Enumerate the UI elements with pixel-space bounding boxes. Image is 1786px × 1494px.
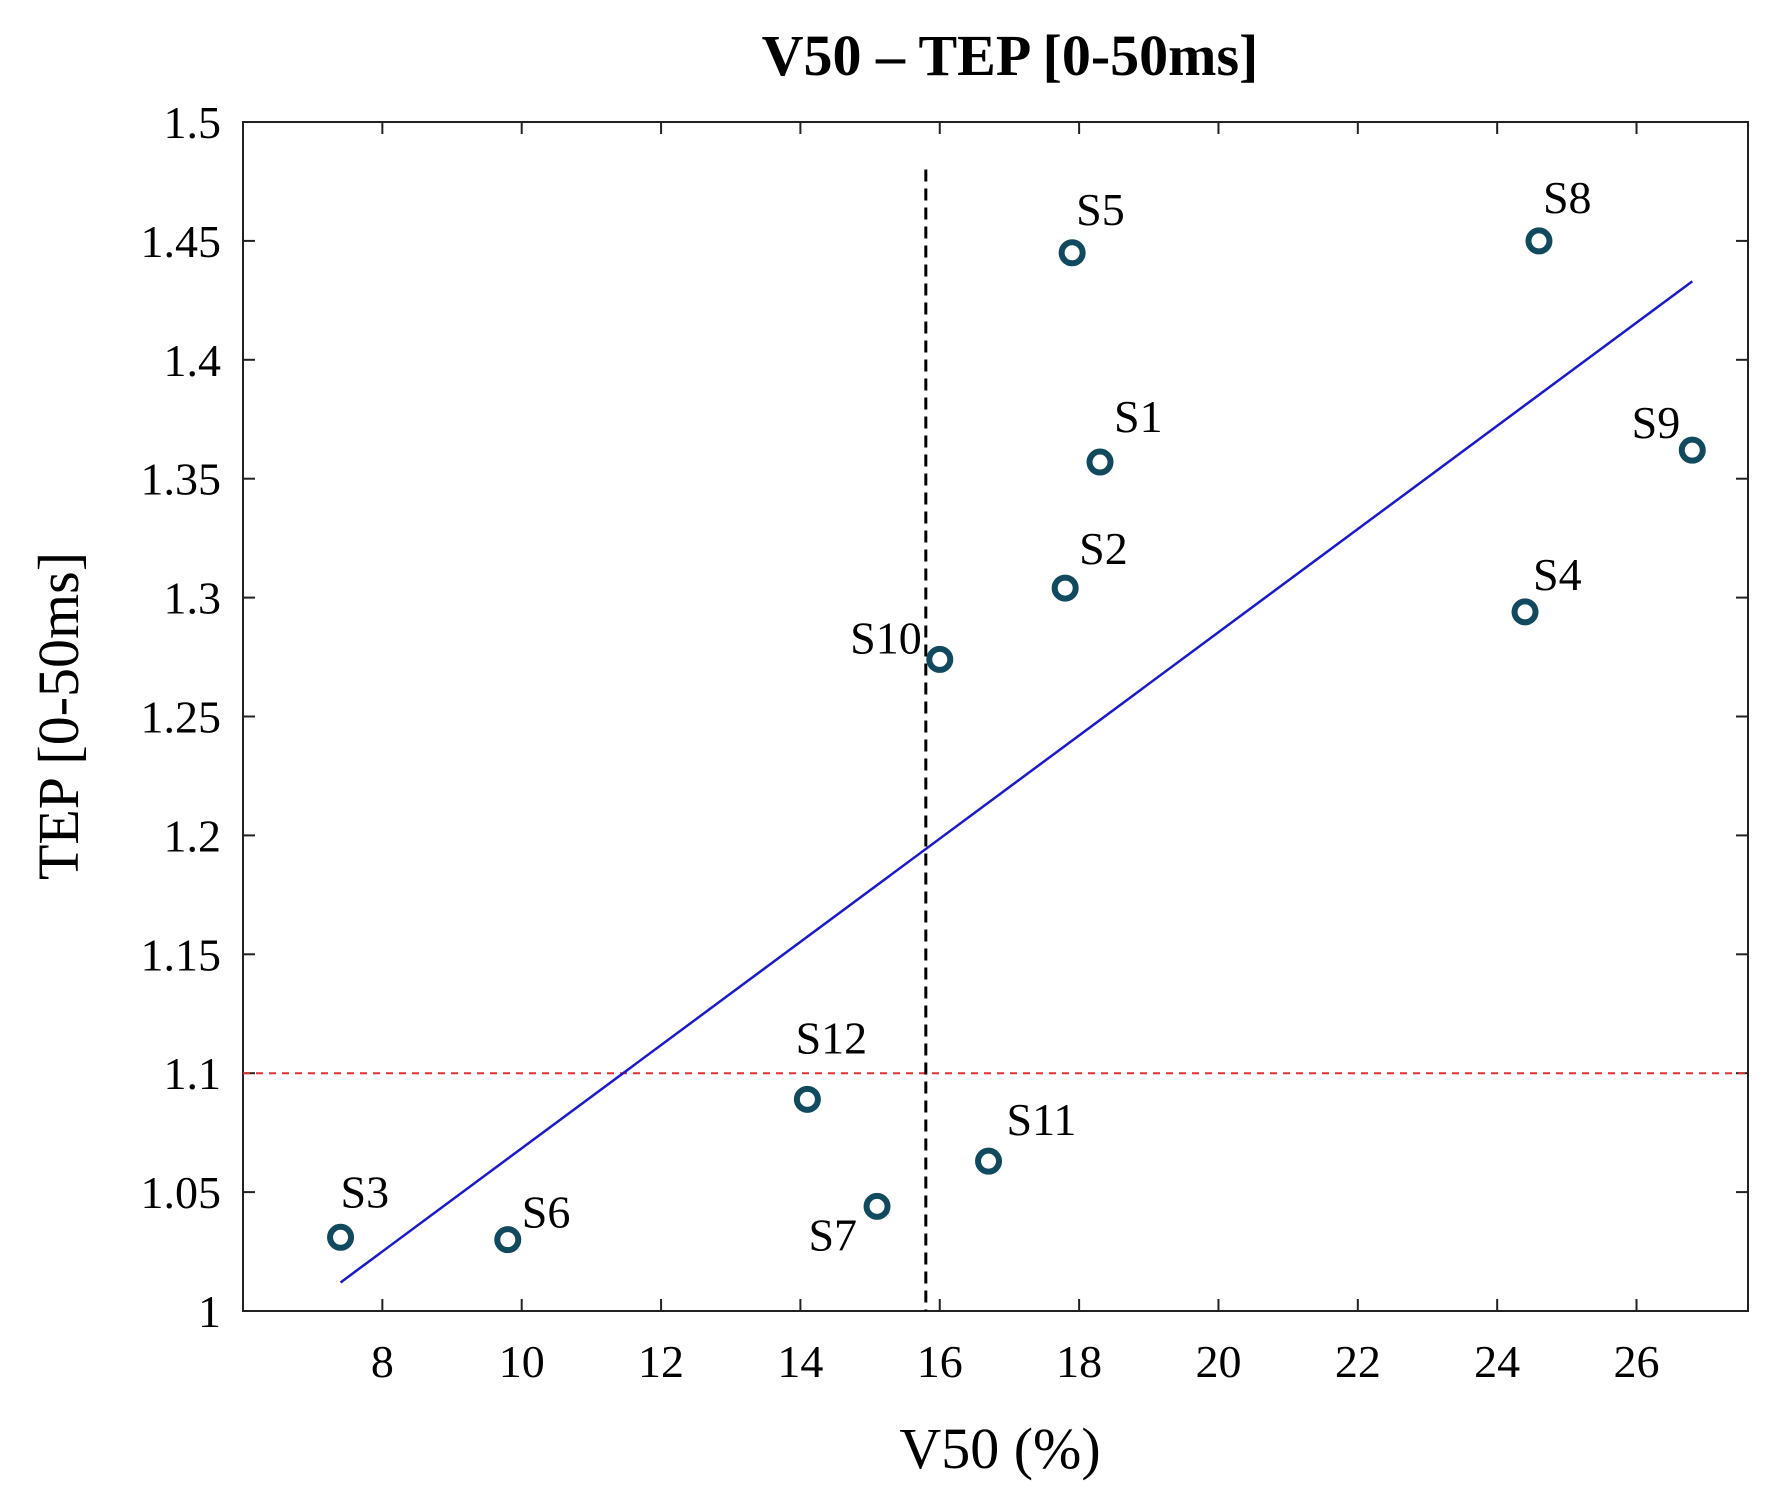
data-point: [1086, 448, 1114, 476]
fit-line-group: [339, 280, 1694, 1284]
data-point: [1678, 436, 1706, 464]
point-label: S4: [1533, 549, 1582, 600]
y-tick-label: 1.35: [141, 454, 222, 505]
axis-ticks: 8 10 12 14 16 18 20 22 24 26 1 1.05 1.1 1.15 1.2 1.25 1.…: [141, 97, 1748, 1387]
point-label: S8: [1543, 172, 1592, 223]
data-point: [793, 1085, 821, 1113]
data-point: [1525, 227, 1553, 255]
x-tick-label: 24: [1474, 1336, 1520, 1387]
data-point: [926, 645, 954, 673]
data-point: [494, 1226, 522, 1254]
point-label: S9: [1632, 397, 1681, 448]
data-points: S1 S2 S3 S4 S5 S6 S7 S8 S9 S10 S11 S12: [327, 172, 1706, 1260]
x-tick-label: 16: [917, 1336, 963, 1387]
data-point: [1051, 574, 1079, 602]
y-tick-label: 1: [198, 1286, 221, 1337]
y-tick-label: 1.2: [164, 810, 222, 861]
y-tick-label: 1.3: [164, 573, 222, 624]
x-tick-label: 26: [1614, 1336, 1660, 1387]
x-tick-label: 14: [777, 1336, 823, 1387]
data-point: [1511, 598, 1539, 626]
data-point: [1058, 239, 1086, 267]
data-point: [975, 1147, 1003, 1175]
point-label: S7: [808, 1209, 857, 1260]
y-tick-label: 1.05: [141, 1167, 222, 1218]
point-label: S10: [850, 612, 922, 663]
point-label: S1: [1114, 391, 1163, 442]
x-tick-label: 10: [499, 1336, 545, 1387]
plot-area: [242, 121, 1749, 1312]
y-axis-label: TEP [0-50ms]: [26, 552, 91, 880]
x-tick-label: 12: [638, 1336, 684, 1387]
x-tick-label: 8: [371, 1336, 394, 1387]
x-tick-label: 20: [1195, 1336, 1241, 1387]
point-label: S6: [522, 1187, 571, 1238]
y-tick-label: 1.5: [164, 97, 222, 148]
data-point: [327, 1223, 355, 1251]
data-point: [863, 1192, 891, 1220]
point-label: S11: [1007, 1094, 1077, 1145]
reference-lines: [243, 169, 1748, 1311]
y-tick-label: 1.25: [141, 692, 222, 743]
chart-title: V50 – TEP [0-50ms]: [762, 23, 1259, 88]
point-label: S12: [796, 1012, 868, 1063]
point-label: S3: [341, 1166, 390, 1217]
regression-line: [339, 280, 1694, 1284]
y-tick-label: 1.4: [164, 335, 222, 386]
point-label: S2: [1079, 523, 1128, 574]
x-tick-label: 18: [1056, 1336, 1102, 1387]
y-tick-label: 1.15: [141, 929, 222, 980]
x-tick-label: 22: [1335, 1336, 1381, 1387]
y-tick-label: 1.45: [141, 216, 222, 267]
y-tick-label: 1.1: [164, 1048, 222, 1099]
point-label: S5: [1076, 184, 1125, 235]
x-axis-label: V50 (%): [899, 1416, 1100, 1481]
